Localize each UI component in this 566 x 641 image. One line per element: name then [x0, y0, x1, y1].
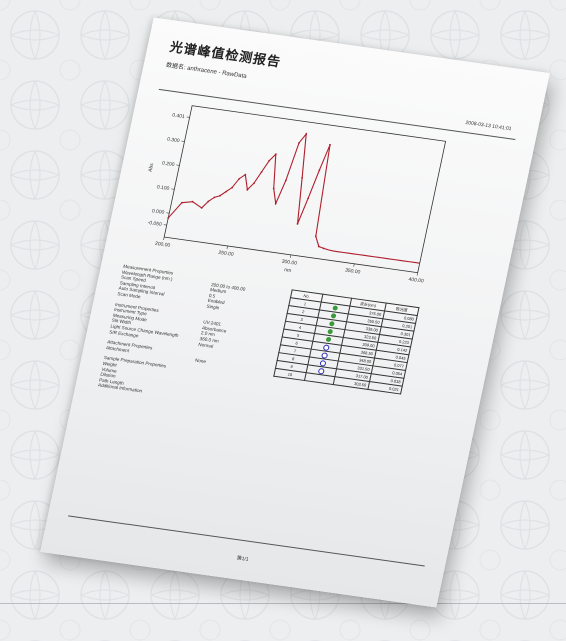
x-tick-label: 300.00: [281, 259, 298, 267]
report-date: 2008-03-13 10:41:01: [465, 120, 512, 132]
x-tick-label: 400.00: [408, 277, 425, 285]
x-tick-label: 250.00: [218, 250, 235, 258]
x-tick-label: 350.00: [344, 268, 361, 276]
y-tick-label: 0.401: [172, 112, 186, 120]
x-axis-label: nm: [284, 267, 292, 274]
plot-frame: [164, 106, 445, 273]
y-tick-label: 0.100: [156, 184, 170, 192]
y-tick-label: -0.050: [147, 220, 162, 228]
green-marker-icon: [332, 305, 338, 311]
series-line: [166, 118, 443, 264]
y-tick-label: 0.300: [166, 137, 180, 145]
data-point: [301, 177, 303, 179]
spectrum-chart: -0.050 0.000 0.100 0.200 0.300 0.401 200.00 250…: [123, 95, 454, 299]
blue-marker-icon: [318, 367, 325, 374]
report-sheet: 光谱峰值检测报告 数据名: anthracene - RawData 2008-…: [40, 17, 550, 607]
x-tick: [227, 246, 228, 249]
x-tick: [354, 264, 355, 267]
x-tick: [164, 237, 165, 240]
green-marker-icon: [327, 329, 333, 335]
data-point: [273, 187, 275, 189]
x-tick-label: 200.00: [154, 241, 171, 249]
blue-marker-icon: [321, 352, 328, 359]
x-tick: [290, 255, 291, 258]
green-marker-icon: [328, 321, 334, 327]
x-tick: [417, 273, 418, 276]
blue-marker-icon: [323, 344, 330, 351]
green-marker-icon: [330, 313, 336, 319]
y-tick-label: 0.000: [151, 208, 165, 216]
peak-table: No. 波长(nm) 吸光度 1 375.00 0.080 2 355.50 0.201 3…: [273, 289, 419, 394]
y-axis-label: Abs: [148, 162, 156, 172]
blue-marker-icon: [319, 360, 326, 367]
properties-list: Measurement Properties Wavelength Range (…: [97, 264, 292, 412]
green-marker-icon: [325, 337, 331, 343]
y-tick-label: 0.200: [161, 161, 175, 169]
